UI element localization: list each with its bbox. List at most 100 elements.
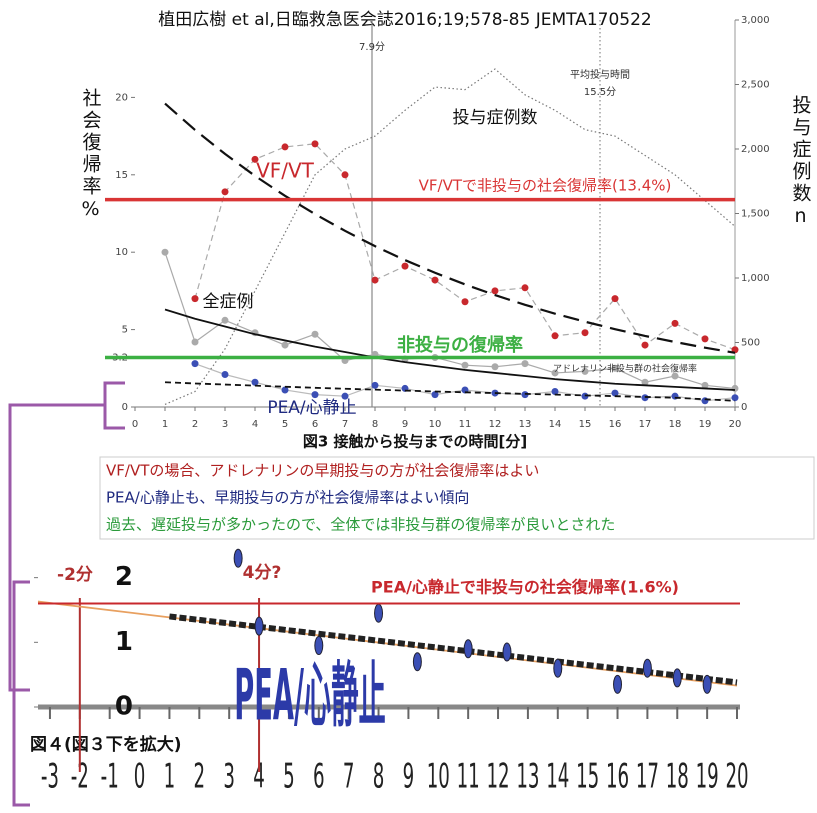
- x-tick-label: 20: [725, 757, 748, 796]
- note: VF/VTの場合、アドレナリンの早期投与の方が社会復帰率はよい: [106, 462, 539, 480]
- x-tick-label: 10: [429, 419, 442, 430]
- x-tick-label: 14: [546, 757, 569, 796]
- series-line: [164, 381, 736, 402]
- point: [641, 378, 649, 386]
- x-tick-label: 7: [342, 419, 348, 430]
- x-tick-label: 5: [283, 757, 295, 796]
- x-tick-label: 6: [312, 419, 318, 430]
- point: [251, 378, 259, 386]
- point: [611, 295, 619, 303]
- y-tick-label: 10: [115, 247, 128, 258]
- y2-tick-label: 2,000: [741, 144, 770, 155]
- point: [521, 284, 529, 292]
- y-tick-label: 1: [115, 627, 133, 657]
- point: [642, 658, 652, 678]
- point: [431, 276, 439, 284]
- chart-title: 図４(図３下を拡大): [30, 734, 182, 755]
- x-tick-label: 15: [576, 757, 599, 796]
- point: [702, 674, 712, 694]
- point: [233, 548, 243, 568]
- x-tick-label: 3: [223, 757, 235, 796]
- point: [731, 394, 739, 402]
- x-tick-label: 16: [606, 757, 629, 796]
- reference-label: 7.9分: [359, 41, 385, 53]
- x-tick-label: 7: [343, 757, 355, 796]
- point: [341, 392, 349, 400]
- point: [611, 389, 619, 397]
- point: [463, 639, 473, 659]
- reference-label: 平均投与時間: [570, 68, 630, 81]
- x-tick-label: 13: [519, 419, 532, 430]
- point: [491, 287, 499, 295]
- point: [281, 341, 289, 349]
- series-line: [169, 613, 738, 686]
- point: [431, 391, 439, 399]
- point: [341, 171, 349, 179]
- y-tick-label: 5: [122, 325, 128, 336]
- x-tick-label: 6: [313, 757, 325, 796]
- x-tick-label: 4: [253, 757, 265, 796]
- note: 過去、遅延投与が多かったので、全体では非投与群の復帰率が良いとされた: [106, 516, 615, 534]
- point: [191, 360, 199, 368]
- point: [371, 381, 379, 389]
- point: [251, 155, 259, 163]
- x-tick-label: 11: [459, 419, 472, 430]
- y2-axis-title: 投与症例数n: [790, 95, 812, 230]
- point: [311, 140, 319, 148]
- point: [701, 335, 709, 343]
- x-tick-label: 9: [402, 419, 408, 430]
- x-tick-label: 19: [696, 757, 719, 796]
- y-tick-label: 20: [115, 92, 128, 103]
- notes-box: [99, 456, 815, 540]
- note: PEA/心静止も、早期投与の方が社会復帰率はよい傾向: [106, 489, 469, 507]
- point: [581, 329, 589, 337]
- x-tick-label: 12: [486, 757, 509, 796]
- x-tick-label: 12: [489, 419, 502, 430]
- series-line: [164, 308, 736, 391]
- x-tick-label: 5: [282, 419, 288, 430]
- series-label: 投与症例数: [453, 108, 538, 128]
- reference-label: 非投与の復帰率: [397, 334, 523, 356]
- bracket: [10, 580, 30, 807]
- point: [161, 248, 169, 256]
- y2-tick-label: 2,500: [741, 80, 770, 91]
- point: [412, 652, 422, 672]
- x-tick-label: -1: [101, 757, 119, 796]
- point: [461, 361, 469, 369]
- x-tick-label: 16: [609, 419, 622, 430]
- point: [221, 316, 229, 324]
- x-tick-label: 19: [699, 419, 712, 430]
- point: [701, 381, 709, 389]
- reference-label: PEA/心静止で非投与の社会復帰率(1.6%): [371, 578, 679, 597]
- point: [491, 363, 499, 371]
- series-label: PEA/心静止: [267, 398, 356, 418]
- point: [461, 298, 469, 306]
- point: [671, 319, 679, 327]
- point: [551, 369, 559, 377]
- x-tick-label: 3: [222, 419, 228, 430]
- chart: -3 -2 -1 0 1 2 3 4 5 6 7 8 9 10 11 12 13 14 15 16 17 18 19 2001…: [30, 548, 749, 796]
- point: [551, 388, 559, 396]
- x-tick-label: 1: [162, 419, 168, 430]
- point: [521, 360, 529, 368]
- point: [374, 603, 384, 623]
- x-tick-label: 2: [192, 419, 198, 430]
- point: [371, 276, 379, 284]
- x-tick-label: 0: [134, 757, 146, 796]
- point: [281, 143, 289, 151]
- series-line: [164, 68, 736, 405]
- point: [553, 658, 563, 678]
- x-tick-label: 13: [516, 757, 539, 796]
- chart: 0123456789101112131415161718192003.25101…: [80, 15, 812, 451]
- header: 植田広樹 et al,日臨救急医会誌2016;19;578-85 JEMTA17…: [158, 10, 651, 30]
- y2-tick-label: 1,000: [741, 273, 770, 284]
- x-tick-label: 18: [669, 419, 682, 430]
- y-tick-label: 2: [115, 562, 133, 592]
- point: [671, 372, 679, 380]
- point: [731, 384, 739, 392]
- point: [221, 370, 229, 378]
- point: [581, 367, 589, 375]
- y2-tick-label: 1,500: [741, 209, 770, 220]
